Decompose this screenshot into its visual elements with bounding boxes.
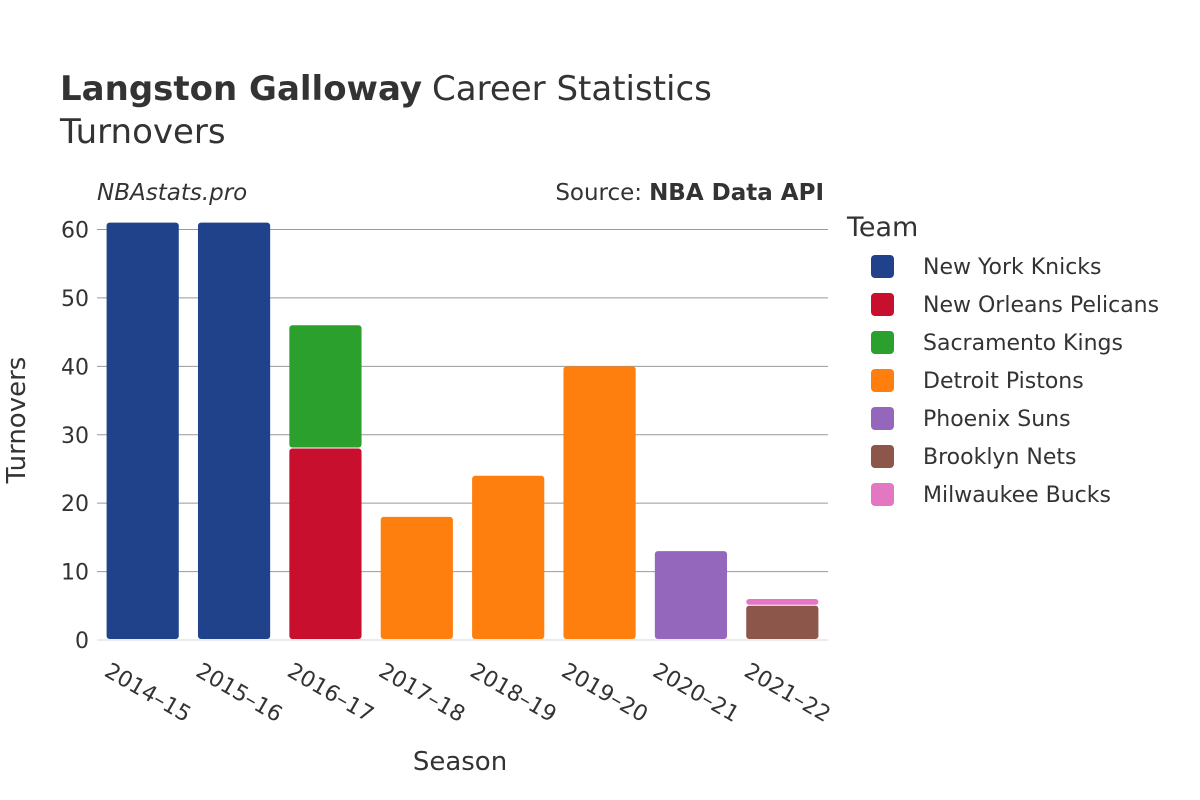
bar-segment <box>289 448 362 639</box>
legend-label: Sacramento Kings <box>923 331 1123 356</box>
legend-swatch <box>871 407 894 430</box>
bar-segment <box>197 222 271 639</box>
chart-title: Langston Galloway Career Statistics <box>60 69 712 109</box>
source-label: Source: <box>555 180 642 206</box>
legend-label: Brooklyn Nets <box>923 445 1076 470</box>
legend-label: New Orleans Pelicans <box>923 293 1159 318</box>
x-tick-label: 2014–15 <box>100 659 195 728</box>
x-tick-label: 2020–21 <box>648 659 743 728</box>
bar-segment <box>380 516 453 639</box>
bar-segment <box>289 325 362 448</box>
y-tick-label: 10 <box>61 561 89 586</box>
legend: New York Knicks New Orleans Pelicans Sacra… <box>871 255 1159 508</box>
bar-segment <box>563 366 636 639</box>
x-tick-label: 2016–17 <box>283 659 378 728</box>
x-axis-label: Season <box>413 747 507 777</box>
y-tick-label: 0 <box>75 629 89 654</box>
title-suffix: Career Statistics <box>432 69 712 109</box>
legend-swatch <box>871 293 894 316</box>
y-axis-ticks: 0 10 20 30 40 50 60 <box>61 219 89 654</box>
y-tick-label: 60 <box>61 219 89 244</box>
legend-label: New York Knicks <box>923 255 1102 280</box>
y-tick-label: 20 <box>61 492 89 517</box>
source-name: NBA Data API <box>649 180 824 206</box>
source-credit: Source: NBA Data API <box>555 180 824 206</box>
legend-swatch <box>871 369 894 392</box>
x-tick-label: 2019–20 <box>557 659 652 728</box>
watermark-text: NBAstats.pro <box>97 180 247 206</box>
legend-title: Team <box>846 212 918 243</box>
chart-subtitle: Turnovers <box>59 112 226 152</box>
bars <box>106 222 819 639</box>
bar-segment <box>746 605 819 639</box>
legend-label: Milwaukee Bucks <box>923 483 1111 508</box>
x-tick-label: 2018–19 <box>466 659 561 728</box>
bar-segment <box>654 551 728 639</box>
title-player-name: Langston Galloway <box>60 69 422 109</box>
y-tick-label: 30 <box>61 424 89 449</box>
legend-swatch <box>871 255 894 278</box>
y-axis-label: Turnovers <box>2 357 32 485</box>
legend-swatch <box>871 483 894 506</box>
bar-segment <box>106 222 179 639</box>
bar-segment <box>472 475 545 639</box>
legend-swatch <box>871 445 894 468</box>
y-tick-label: 40 <box>61 355 89 380</box>
legend-swatch <box>871 331 894 354</box>
x-tick-label: 2021–22 <box>740 659 835 728</box>
y-tick-label: 50 <box>61 287 89 312</box>
legend-label: Detroit Pistons <box>923 369 1084 394</box>
x-tick-label: 2015–16 <box>191 659 286 728</box>
x-tick-label: 2017–18 <box>374 659 469 728</box>
legend-label: Phoenix Suns <box>923 407 1071 432</box>
x-axis-ticks: 2014–152015–162016–172017–182018–192019–… <box>100 659 834 728</box>
bar-segment <box>746 598 819 605</box>
